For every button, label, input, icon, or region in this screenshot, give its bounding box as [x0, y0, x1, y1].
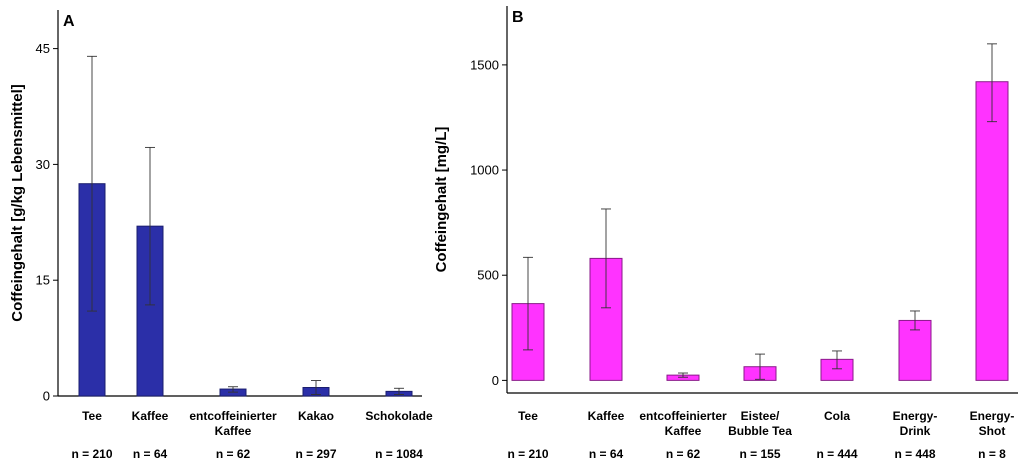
panel-b: 0 500 1000 1500 Coffeingehalt [mg/L] B Tee n = … [433, 6, 1018, 461]
panel-a: 0 15 30 45 Coffeingehalt [g/kg Lebensmittel]… [9, 10, 433, 461]
sample-count-label: n = 448 [894, 447, 935, 461]
category-label: Tee [518, 409, 538, 423]
category-label: Energy- [893, 409, 938, 423]
category-label: Shot [979, 424, 1006, 438]
category-label: Kakao [298, 409, 334, 423]
sample-count-label: n = 297 [295, 447, 336, 461]
sample-count-label: n = 210 [507, 447, 548, 461]
category-label: Drink [900, 424, 931, 438]
y-tick-label: 1500 [470, 57, 499, 72]
category-label: Cola [824, 409, 850, 423]
y-tick-label: 0 [43, 389, 50, 404]
sample-count-label: n = 62 [666, 447, 701, 461]
category-label: Kaffee [132, 409, 169, 423]
category-label: Tee [82, 409, 102, 423]
category-label: entcoffeinierter [189, 409, 277, 423]
category-label: Kaffee [215, 424, 252, 438]
category-label: Schokolade [365, 409, 433, 423]
category-label: Kaffee [665, 424, 702, 438]
panel-label: A [63, 13, 75, 30]
bar [975, 81, 1009, 381]
category-label: entcoffeinierter [639, 409, 727, 423]
sample-count-label: n = 155 [739, 447, 780, 461]
y-tick-label: 45 [36, 41, 50, 56]
sample-count-label: n = 62 [216, 447, 251, 461]
y-tick-label: 15 [36, 273, 50, 288]
y-axis-label: Coffeingehalt [g/kg Lebensmittel] [9, 84, 26, 322]
category-label: Eistee/ [741, 409, 780, 423]
sample-count-label: n = 8 [978, 447, 1006, 461]
sample-count-label: n = 64 [589, 447, 624, 461]
y-tick-label: 500 [477, 268, 499, 283]
y-tick-label: 30 [36, 157, 50, 172]
y-tick-label: 1000 [470, 163, 499, 178]
sample-count-label: n = 210 [71, 447, 112, 461]
bar [898, 319, 932, 381]
y-tick-label: 0 [492, 373, 499, 388]
sample-count-label: n = 444 [816, 447, 857, 461]
panel-label: B [512, 9, 524, 26]
sample-count-label: n = 64 [133, 447, 168, 461]
category-label: Kaffee [588, 409, 625, 423]
y-axis-label: Coffeingehalt [mg/L] [433, 127, 450, 273]
sample-count-label: n = 1084 [375, 447, 423, 461]
category-label: Bubble Tea [728, 424, 792, 438]
category-label: Energy- [970, 409, 1015, 423]
